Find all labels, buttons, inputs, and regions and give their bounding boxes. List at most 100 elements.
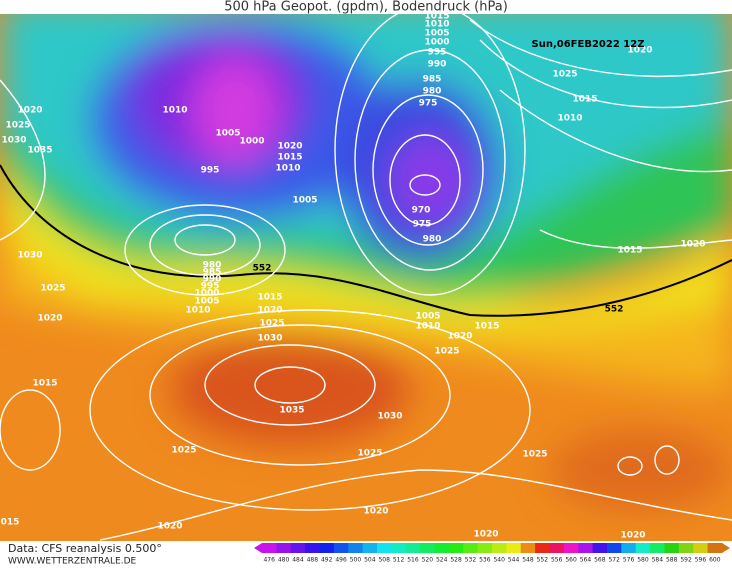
isobar-label: 1025 xyxy=(5,121,30,131)
isobar-label: 1020 xyxy=(680,240,705,250)
colorbar-swatch xyxy=(592,543,608,553)
isobar-label: 1025 xyxy=(357,449,382,459)
colorbar-tick-label: 540 xyxy=(493,557,505,564)
isobar-label: 1020 xyxy=(627,46,652,56)
isobars xyxy=(0,14,732,541)
isobar-label: 1000 xyxy=(424,38,449,48)
colorbar-tick-label: 520 xyxy=(422,557,434,564)
isobar-label: 1010 xyxy=(275,164,300,174)
isobar-label: 1005 xyxy=(424,29,449,39)
isobar-label: 1035 xyxy=(279,406,304,416)
isobar-label: 995 xyxy=(201,282,220,292)
colorbar-swatch xyxy=(506,543,522,553)
colorbar-swatch xyxy=(607,543,622,553)
colorbar-tick-label: 492 xyxy=(321,557,333,564)
isobar-label: 1025 xyxy=(40,284,65,294)
isobar-label: 1030 xyxy=(1,136,26,146)
isobar-label: 1035 xyxy=(27,146,52,156)
colorbar-swatch xyxy=(463,543,479,553)
colorbar-tick-label: 512 xyxy=(393,557,405,564)
colorbar-tick-label: 488 xyxy=(307,557,319,564)
colorbar-swatch xyxy=(362,543,378,553)
isobar-label: 1010 xyxy=(415,322,440,332)
colorbar-tick-label: 568 xyxy=(594,557,606,564)
isobar-label: 980 xyxy=(203,261,222,271)
isobar-label: 980 xyxy=(423,235,442,245)
map-title: 500 hPa Geopot. (gpdm), Bodendruck (hPa) xyxy=(224,0,508,15)
colorbar-tick-label: 516 xyxy=(407,557,419,564)
map-field xyxy=(0,14,732,541)
isobar-label: 1005 xyxy=(194,297,219,307)
colorbar-tick-label: 592 xyxy=(680,557,692,564)
colorbar-tick-label: 580 xyxy=(637,557,649,564)
isobar-label: 1025 xyxy=(522,450,547,460)
colorbar-swatch xyxy=(578,543,594,553)
isobar-label: 970 xyxy=(412,206,431,216)
colorbar-swatch xyxy=(678,543,694,553)
colorbar-tick-label: 508 xyxy=(378,557,390,564)
data-source: Data: CFS reanalysis 0.500° xyxy=(8,542,162,555)
colorbar-tick-label: 524 xyxy=(436,557,448,564)
colorbar-tick-label: 556 xyxy=(551,557,563,564)
isobar-label: 1030 xyxy=(17,251,42,261)
isobar-label: 1025 xyxy=(552,70,577,80)
colorbar-tick-label: 484 xyxy=(292,557,304,564)
colorbar-swatch xyxy=(377,543,392,553)
isobar-label: 975 xyxy=(419,99,438,109)
colorbar-tick-label: 560 xyxy=(565,557,577,564)
isobar-label: 1025 xyxy=(434,347,459,357)
isobar-label: 1020 xyxy=(620,531,645,541)
isobar-label: 1015 xyxy=(424,12,449,22)
isobar-label: 1025 xyxy=(171,446,196,456)
colorbar-tick-label: 504 xyxy=(364,557,376,564)
colorbar-tick-label: 552 xyxy=(537,557,549,564)
colorbar-swatch xyxy=(520,543,536,553)
isobar-label: 1015 xyxy=(257,293,282,303)
isobar-label: 1020 xyxy=(277,142,302,152)
colorbar-tick-label: 500 xyxy=(350,557,362,564)
site-name: WWW.WETTERZENTRALE.DE xyxy=(8,557,137,566)
colorbar-swatch xyxy=(549,543,565,553)
isobar-label: 995 xyxy=(428,48,447,58)
isobar-label: 1000 xyxy=(239,137,264,147)
isobar-labels: 1020102510301035101010051000995102010151… xyxy=(1,12,706,541)
colorbar-swatch xyxy=(405,543,421,553)
colorbar-tick-label: 476 xyxy=(263,557,275,564)
isobar-label: 1010 xyxy=(557,114,582,124)
isobar-label: 1020 xyxy=(473,530,498,540)
colorbar-tick-label: 480 xyxy=(278,557,290,564)
map-date: Sun,06FEB2022 12Z xyxy=(532,39,645,50)
colorbar-swatch xyxy=(305,543,320,553)
colorbar-tick-label: 584 xyxy=(652,557,664,564)
colorbar-swatch xyxy=(333,543,349,553)
colorbar-swatch xyxy=(448,543,464,553)
isobar-label: 995 xyxy=(201,166,220,176)
colorbar-swatch xyxy=(477,543,493,553)
colorbar-swatch xyxy=(535,543,550,553)
isobar-label: 1015 xyxy=(617,246,642,256)
colorbar: 476 480 484 488 492 496 500 504 508 512 516 520 524 5… xyxy=(254,543,730,564)
isobar-label: 1005 xyxy=(415,312,440,322)
colorbar-swatch xyxy=(262,543,277,553)
isobar-label: 985 xyxy=(203,268,222,278)
colorbar-swatch xyxy=(290,543,306,553)
isobar-label: 1005 xyxy=(292,196,317,206)
isobar-label: 1005 xyxy=(215,129,240,139)
colorbar-tick-label: 596 xyxy=(695,557,707,564)
isobar-label: 1015 xyxy=(32,379,57,389)
isobar-label: 1000 xyxy=(194,289,219,299)
colorbar-arrow-left xyxy=(254,543,262,553)
isobar-label: 015 xyxy=(1,518,20,528)
colorbar-swatch xyxy=(276,543,292,553)
colorbar-tick-label: 576 xyxy=(623,557,635,564)
isobar-label: 1020 xyxy=(37,314,62,324)
colorbar-tick-label: 536 xyxy=(479,557,491,564)
isobar-label: 980 xyxy=(423,87,442,97)
colorbar-swatch xyxy=(391,543,407,553)
colorbar-tick-label: 544 xyxy=(508,557,520,564)
isobar-label: 1015 xyxy=(572,95,597,105)
isobar-label: 1015 xyxy=(474,322,499,332)
colorbar-tick-label: 528 xyxy=(450,557,462,564)
colorbar-swatch xyxy=(319,543,335,553)
